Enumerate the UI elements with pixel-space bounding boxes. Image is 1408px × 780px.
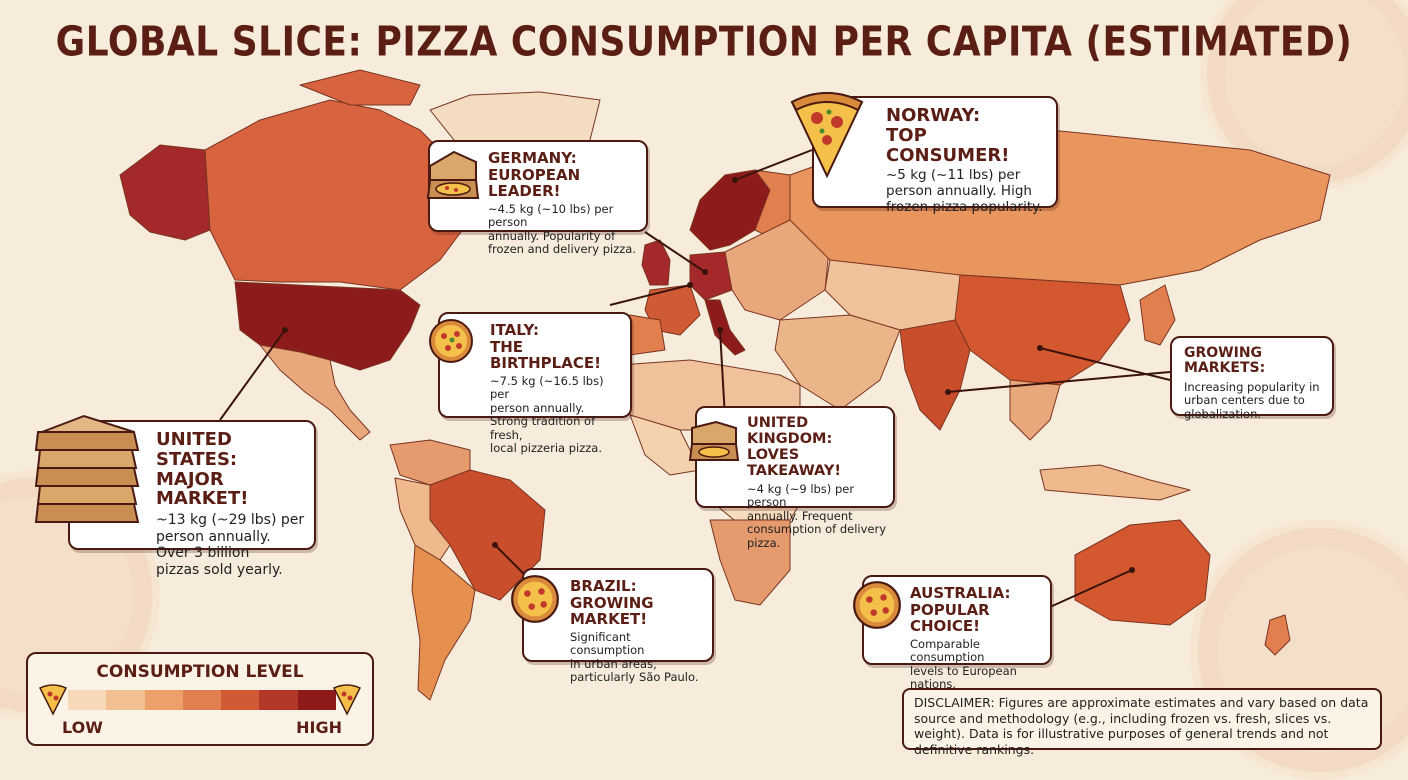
callout-germany-body-line: frozen and delivery pizza. <box>488 242 637 257</box>
callout-norway: NORWAY: TOP CONSUMER! ~5 kg (~11 lbs) pe… <box>812 96 1058 215</box>
legend-color-step <box>259 690 298 710</box>
callout-us-body-line: Over 3 billion <box>156 545 250 562</box>
region-australia <box>1074 519 1211 626</box>
callout-norway-heading-line1: NORWAY: <box>886 105 981 126</box>
pizza-slice-icon <box>38 684 68 716</box>
legend-color-scale <box>68 690 336 710</box>
callout-uk-body-line: consumption of delivery <box>747 522 887 537</box>
legend-high-label: HIGH <box>296 718 342 737</box>
callout-brazil: BRAZIL: GROWING MARKET! Significant cons… <box>522 568 714 684</box>
callout-germany-body-line: ~4.5 kg (~10 lbs) per person <box>488 201 614 230</box>
stacked-pizza-boxes-icon <box>34 414 140 523</box>
callout-italy-heading-line1: ITALY: <box>490 321 540 339</box>
region-alaska <box>119 144 211 241</box>
callout-uk-body-line: pizza. <box>747 536 781 550</box>
callout-australia-heading-line1: AUSTRALIA: <box>910 584 1011 602</box>
callout-brazil-body-line: particularly São Paulo. <box>570 670 699 685</box>
callout-norway-body-line: ~5 kg (~11 lbs) per <box>886 167 1021 184</box>
legend-color-step <box>182 690 222 710</box>
callout-germany: GERMANY: EUROPEAN LEADER! ~4.5 kg (~10 l… <box>428 140 648 256</box>
pizza-slice-icon <box>332 684 362 716</box>
callout-germany-body-line: annually. Popularity of <box>488 228 616 243</box>
pizza-slice-icon <box>790 92 864 179</box>
callout-germany-heading-line2: EUROPEAN LEADER! <box>488 165 581 200</box>
pizza-box-icon <box>426 150 480 199</box>
callout-growing-body-line: globalization. <box>1184 406 1262 421</box>
callout-italy-body-line: person annually. <box>490 400 585 415</box>
callout-brazil-heading-line1: BRAZIL: <box>570 577 637 595</box>
callout-growing-body-line: Increasing popularity in <box>1184 379 1320 394</box>
region-japan <box>1139 284 1176 346</box>
whole-pizza-icon <box>429 319 473 363</box>
region-middle-east <box>774 314 901 411</box>
legend-color-step <box>106 690 145 710</box>
region-indonesia <box>1039 464 1191 501</box>
callout-us-body-line: person annually. <box>156 528 271 545</box>
region-canada <box>204 99 471 291</box>
legend-color-step <box>68 690 107 710</box>
callout-brazil-body-line: Significant consumption <box>570 629 645 658</box>
region-peru-bolivia <box>394 477 451 561</box>
callout-australia-heading-line2: POPULAR CHOICE! <box>910 600 990 635</box>
callout-growing-heading: GROWING MARKETS: <box>1184 345 1266 377</box>
legend-low-label: LOW <box>62 718 103 737</box>
region-china <box>954 274 1131 386</box>
map-title: GLOBAL SLICE: PIZZA CONSUMPTION PER CAPI… <box>55 18 1353 67</box>
legend-color-step <box>221 690 260 710</box>
region-canada-islands <box>299 69 421 106</box>
callout-australia-body-line: levels to European <box>910 663 1017 678</box>
callout-uk-heading-line2: LOVES TAKEAWAY! <box>747 446 841 479</box>
whole-pizza-icon <box>853 581 901 629</box>
callout-germany-heading-line1: GERMANY: <box>488 149 577 167</box>
callout-uk-heading-line1: UNITED KINGDOM: <box>747 415 833 447</box>
region-india <box>899 319 971 431</box>
whole-pizza-icon <box>511 575 559 623</box>
callout-brazil-body-line: in urban areas, <box>570 656 657 671</box>
callout-growing-markets: GROWING MARKETS: Increasing popularity i… <box>1170 336 1334 420</box>
callout-italy-body-line: Strong tradition of fresh, <box>490 414 596 442</box>
callout-united-kingdom: UNITED KINGDOM: LOVES TAKEAWAY! ~4 kg (~… <box>695 406 895 550</box>
legend-color-step <box>297 690 336 710</box>
pizza-box-icon <box>688 420 740 461</box>
callout-italy-body-line: local pizzeria pizza. <box>490 441 602 456</box>
disclaimer-text: DISCLAIMER: Figures are approximate esti… <box>902 688 1382 757</box>
callout-brazil-heading-line2: GROWING MARKET! <box>570 593 654 628</box>
legend-color-step <box>144 690 183 710</box>
region-southern-africa <box>709 519 791 606</box>
region-usa <box>234 281 421 371</box>
callout-growing-body-line: urban centers due to <box>1184 393 1305 408</box>
callout-italy: ITALY: THE BIRTHPLACE! ~7.5 kg (~16.5 lb… <box>438 312 632 455</box>
callout-italy-body-line: ~7.5 kg (~16.5 lbs) per <box>490 373 604 402</box>
region-uk <box>641 239 671 286</box>
region-new-zealand <box>1264 614 1291 656</box>
region-southeast-asia <box>1009 379 1061 441</box>
callout-australia-body-line: nations. <box>910 677 957 692</box>
callout-us-body-line: pizzas sold yearly. <box>156 561 283 578</box>
callout-us-body-line: ~13 kg (~29 lbs) per <box>156 512 305 529</box>
region-mexico <box>259 344 371 441</box>
region-italy <box>704 299 746 356</box>
callout-us-heading-line1: UNITED STATES: <box>156 429 238 470</box>
callout-norway-heading-line2: TOP CONSUMER! <box>886 124 1010 166</box>
region-argentina-chile <box>411 544 476 701</box>
callout-uk-body-line: annually. Frequent <box>747 508 853 523</box>
callout-uk-body-line: ~4 kg (~9 lbs) per person <box>747 481 855 510</box>
callout-italy-heading-line2: THE BIRTHPLACE! <box>490 337 601 372</box>
consumption-legend: CONSUMPTION LEVEL LOW HIGH <box>26 652 374 746</box>
callout-us-heading-line2: MAJOR MARKET! <box>156 468 249 510</box>
region-germany <box>689 251 733 301</box>
callout-norway-body-line: person annually. High <box>886 183 1032 200</box>
callout-australia-body-line: Comparable consumption <box>910 636 985 665</box>
legend-title: CONSUMPTION LEVEL <box>96 662 304 682</box>
region-west-africa <box>629 414 701 476</box>
callout-norway-body-line: frozen pizza popularity. <box>886 199 1043 216</box>
